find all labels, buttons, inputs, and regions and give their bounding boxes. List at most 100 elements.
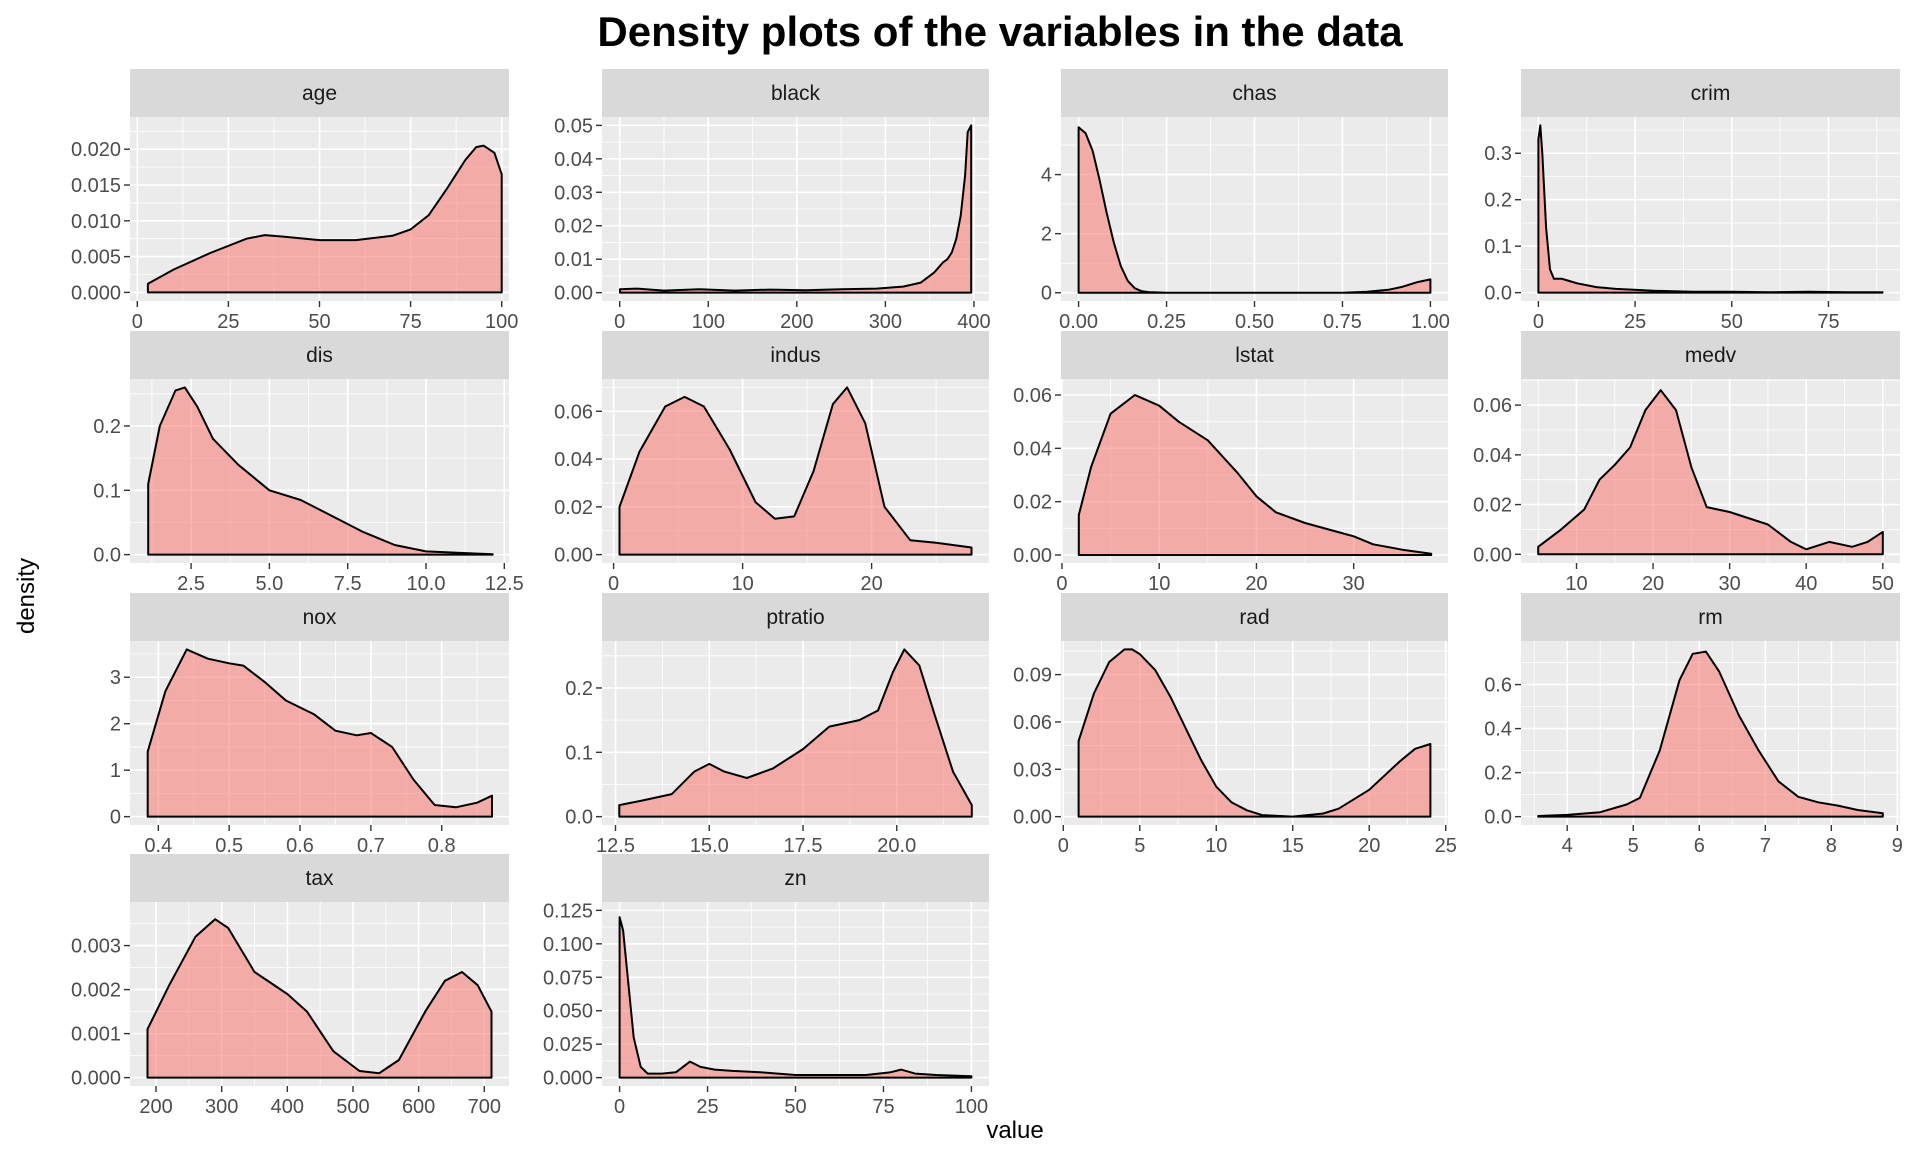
y-tick-label: 4: [1041, 165, 1052, 187]
panel-zn: zn 0 25 50 75 100 0.000 0.025 0.050 0.075 0.100 0.1…: [543, 854, 989, 1118]
strip-label-lstat: lstat: [1235, 344, 1274, 367]
x-tick-label: 0.25: [1147, 311, 1186, 333]
x-tick-label: 15.0: [690, 835, 729, 857]
y-axis-title: density: [13, 558, 40, 634]
x-tick-label: 0.6: [286, 835, 314, 857]
y-tick-label: 0.2: [1484, 763, 1512, 785]
x-tick-label: 50: [1721, 311, 1743, 333]
y-tick-label: 0.04: [554, 149, 593, 171]
y-tick-label: 0.02: [554, 497, 593, 519]
strip-chas: [1061, 69, 1448, 117]
x-tick-label: 100: [692, 311, 725, 333]
strip-label-age: age: [302, 82, 337, 105]
x-tick-label: 25: [217, 311, 239, 333]
density-area-chas: [1077, 126, 1432, 294]
x-tick-label: 50: [1872, 573, 1894, 595]
strip-label-zn: zn: [784, 867, 806, 890]
x-axis-title: value: [986, 1117, 1043, 1144]
y-tick-label: 0.06: [1013, 712, 1052, 734]
density-area-indus: [618, 386, 973, 556]
strip-rm: [1521, 593, 1900, 641]
x-tick-label: 12.5: [485, 573, 524, 595]
y-tick-label: 0.000: [71, 282, 121, 304]
panel-lstat: lstat 0 10 20 30 0.00 0.02 0.04 0.06: [1013, 331, 1448, 595]
panel-chas: chas 0.00 0.25 0.50 0.75 1.00 0 2 4: [1041, 69, 1450, 333]
x-tick-label: 100: [955, 1096, 988, 1118]
y-tick-label: 0.2: [93, 416, 121, 438]
x-tick-label: 0.00: [1059, 311, 1098, 333]
y-tick-label: 0.002: [71, 980, 121, 1002]
strip-black: [602, 69, 989, 117]
y-tick-label: 0.3: [1484, 143, 1512, 165]
y-tick-label: 0.0: [1484, 283, 1512, 305]
x-tick-label: 17.5: [784, 835, 823, 857]
y-tick-label: 0.100: [543, 934, 593, 956]
strip-indus: [602, 331, 989, 379]
x-tick-label: 30: [1719, 573, 1741, 595]
x-tick-label: 100: [485, 311, 518, 333]
y-tick-label: 0.0: [93, 545, 121, 567]
y-tick-label: 0.4: [1484, 719, 1512, 741]
y-tick-label: 0.1: [565, 742, 593, 764]
x-tick-label: 5: [1134, 835, 1145, 857]
density-area-nox: [146, 648, 493, 818]
y-tick-label: 0.01: [554, 249, 593, 271]
y-tick-label: 0.005: [71, 247, 121, 269]
density-area-dis: [147, 386, 494, 556]
y-tick-label: 0.2: [1484, 190, 1512, 212]
y-tick-label: 0.010: [71, 211, 121, 233]
x-tick-label: 30: [1343, 573, 1365, 595]
x-tick-label: 0: [608, 573, 619, 595]
panel-black: black 0 100 200 300 400 0.00 0.01 0.02 0.03 0.04 0.…: [554, 69, 991, 333]
x-tick-label: 5.0: [255, 573, 283, 595]
panel-crim: crim 0 25 50 75 0.0 0.1 0.2 0.3: [1484, 69, 1900, 333]
x-tick-label: 25: [1435, 835, 1457, 857]
y-tick-label: 0.000: [543, 1068, 593, 1090]
x-tick-label: 200: [780, 311, 813, 333]
x-tick-label: 25: [696, 1096, 718, 1118]
strip-zn: [602, 854, 989, 902]
x-tick-label: 20: [860, 573, 882, 595]
x-tick-label: 600: [402, 1096, 435, 1118]
strip-dis: [130, 331, 509, 379]
x-tick-label: 400: [957, 311, 990, 333]
x-tick-label: 5: [1628, 835, 1639, 857]
strip-age: [130, 69, 509, 117]
x-tick-label: 0: [1056, 573, 1067, 595]
panel-indus: indus 0 10 20 0.00 0.02 0.04 0.06: [554, 331, 989, 595]
density-area-medv: [1537, 389, 1884, 556]
x-tick-label: 400: [271, 1096, 304, 1118]
y-tick-label: 0.04: [554, 449, 593, 471]
plot-area-crim: [1521, 117, 1900, 301]
chart-title: Density plots of the variables in the da…: [597, 8, 1403, 55]
density-area-ptratio: [618, 648, 973, 818]
x-tick-label: 10.0: [407, 573, 446, 595]
x-tick-label: 9: [1892, 835, 1903, 857]
x-tick-label: 75: [1817, 311, 1839, 333]
density-area-age: [146, 144, 503, 294]
strip-medv: [1521, 331, 1900, 379]
x-tick-label: 20.0: [877, 835, 916, 857]
strip-label-chas: chas: [1232, 82, 1276, 105]
y-tick-label: 0.0: [1484, 807, 1512, 829]
y-tick-label: 0.00: [1473, 544, 1512, 566]
y-tick-label: 0.00: [554, 545, 593, 567]
x-tick-label: 500: [336, 1096, 369, 1118]
x-tick-label: 0.4: [144, 835, 172, 857]
strip-crim: [1521, 69, 1900, 117]
x-tick-label: 12.5: [596, 835, 635, 857]
x-tick-label: 0: [1533, 311, 1544, 333]
y-tick-label: 0.03: [1013, 759, 1052, 781]
y-tick-label: 0.075: [543, 967, 593, 989]
y-tick-label: 0.09: [1013, 665, 1052, 687]
x-tick-label: 4: [1562, 835, 1573, 857]
density-area-rm: [1537, 650, 1884, 818]
strip-ptratio: [602, 593, 989, 641]
strip-tax: [130, 854, 509, 902]
x-tick-label: 20: [1358, 835, 1380, 857]
x-tick-label: 300: [869, 311, 902, 333]
y-tick-label: 0.06: [1473, 395, 1512, 417]
density-area-rad: [1077, 648, 1432, 818]
x-tick-label: 200: [139, 1096, 172, 1118]
